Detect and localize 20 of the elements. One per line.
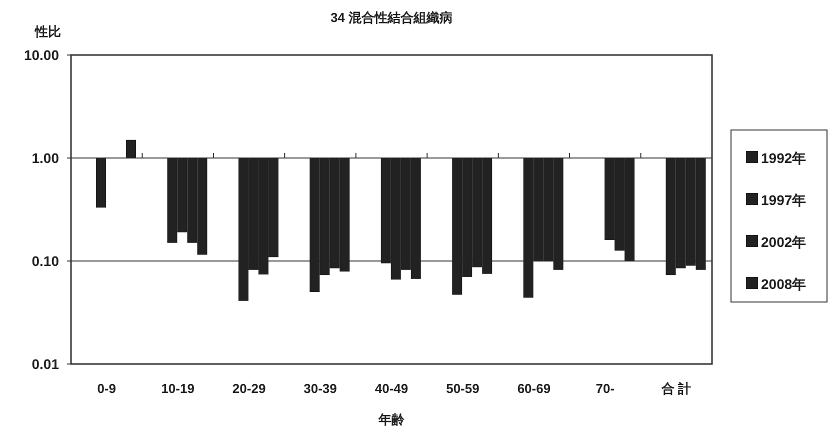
legend-label: 2002年 xyxy=(761,234,806,250)
y-tick-label: 1.00 xyxy=(32,150,60,166)
x-tick-label: 合 計 xyxy=(660,381,692,396)
y-tick-label: 0.01 xyxy=(32,356,60,372)
x-axis-title: 年齢 xyxy=(378,412,406,427)
x-tick-label: 60-69 xyxy=(517,381,551,396)
y-tick-label: 10.00 xyxy=(24,47,60,63)
chart-title: 34 混合性結合組織病 xyxy=(330,10,453,25)
x-tick-label: 20-29 xyxy=(232,381,266,396)
x-tick-label: 70- xyxy=(596,381,615,396)
y-tick-label: 0.10 xyxy=(32,253,60,269)
y-axis-title: 性比 xyxy=(34,24,61,39)
x-tick-label: 40-49 xyxy=(374,381,408,396)
legend-label: 2008年 xyxy=(761,276,806,292)
x-tick-label: 30-39 xyxy=(304,381,337,396)
legend-label: 1997年 xyxy=(761,192,806,208)
x-tick-label: 50-59 xyxy=(446,381,480,396)
legend-label: 1992年 xyxy=(761,150,806,166)
x-tick-label: 0-9 xyxy=(97,381,116,396)
x-tick-label: 10-19 xyxy=(161,381,194,396)
